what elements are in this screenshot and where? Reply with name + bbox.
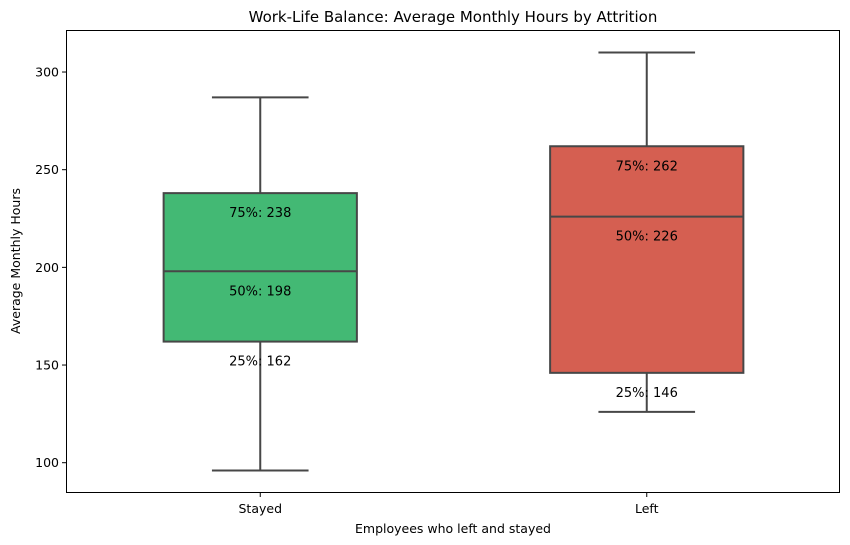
y-tick-label: 200 xyxy=(35,260,59,275)
chart-title: Work-Life Balance: Average Monthly Hours… xyxy=(249,8,658,26)
x-axis-ticks: Stayed Left xyxy=(238,492,659,516)
y-tick-label: 300 xyxy=(35,65,59,80)
x-tick-label: Left xyxy=(635,501,659,516)
stayed-q1-label: 25%: 162 xyxy=(229,355,291,370)
left-box xyxy=(549,145,745,374)
x-axis-label: Employees who left and stayed xyxy=(355,521,551,536)
plot-frame xyxy=(66,30,840,493)
y-tick-label: 100 xyxy=(35,455,59,470)
left-q1-label: 25%: 146 xyxy=(616,386,678,401)
y-axis-ticks: 100 150 200 250 300 xyxy=(35,65,67,470)
y-axis-label: Average Monthly Hours xyxy=(8,188,23,334)
x-tick-label: Stayed xyxy=(238,501,282,516)
stayed-median-label: 50%: 198 xyxy=(229,284,291,299)
stayed-q3-label: 75%: 238 xyxy=(229,206,291,221)
left-median-label: 50%: 226 xyxy=(616,230,678,245)
y-tick-label: 150 xyxy=(35,358,59,373)
stayed-box xyxy=(162,192,358,343)
y-tick-label: 250 xyxy=(35,162,59,177)
left-q3-label: 75%: 262 xyxy=(616,159,678,174)
plot-marks: 75%: 238 50%: 198 25%: 162 75%: 262 50%: 226… xyxy=(162,51,745,472)
